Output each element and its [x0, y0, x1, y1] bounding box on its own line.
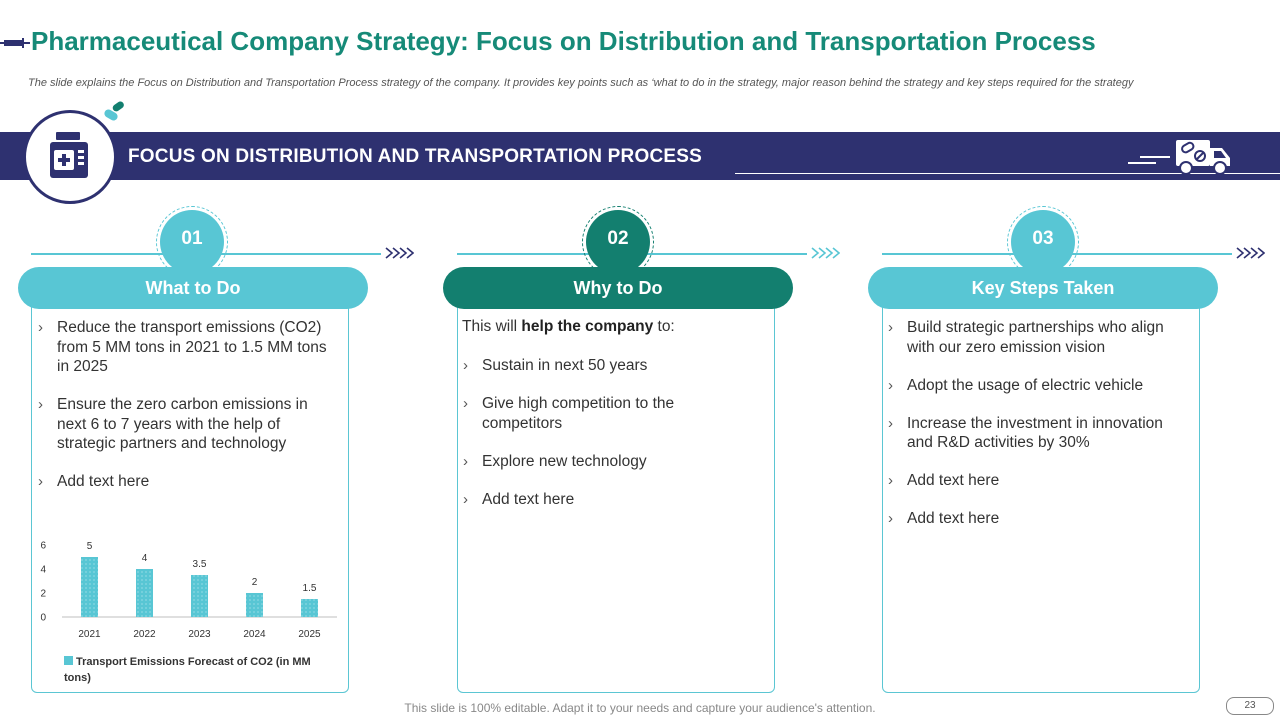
chart-legend: Transport Emissions Forecast of CO2 (in … [64, 654, 334, 686]
bar [301, 599, 318, 617]
intro-bold: help the company [521, 318, 654, 335]
section-header-band [0, 132, 1280, 180]
list-item: Adopt the usage of electric vehicle [888, 376, 1188, 396]
list-item: Sustain in next 50 years [463, 356, 753, 376]
list-item: Explore new technology [463, 452, 753, 472]
step-number: 02 [586, 210, 650, 274]
bar [81, 557, 98, 617]
list-item: Build strategic partnerships who align w… [888, 318, 1188, 357]
bar [136, 569, 153, 617]
data-label: 1.5 [303, 583, 317, 594]
x-tick-label: 2023 [188, 629, 211, 640]
medicine-bottle-icon [50, 132, 88, 178]
step-number-badge-01: 01 [156, 206, 228, 278]
column-heading-what: What to Do [18, 267, 368, 309]
legend-swatch [64, 656, 73, 665]
list-item: Reduce the transport emissions (CO2) fro… [38, 318, 338, 377]
legend-label: Transport Emissions Forecast of CO2 (in … [64, 656, 311, 684]
column-card-steps [882, 296, 1200, 693]
slide-title: Pharmaceutical Company Strategy: Focus o… [31, 26, 1096, 56]
x-tick-label: 2024 [243, 629, 266, 640]
pills-icon [104, 101, 124, 121]
data-label: 3.5 [193, 559, 207, 570]
page-number: 23 [1226, 697, 1274, 715]
section-header-title: FOCUS ON DISTRIBUTION AND TRANSPORTATION… [128, 146, 702, 167]
slide-subtitle: The slide explains the Focus on Distribu… [28, 77, 1134, 89]
list-item: Ensure the zero carbon emissions in next… [38, 395, 338, 454]
delivery-truck-icon [1176, 140, 1230, 175]
column-heading-why: Why to Do [443, 267, 793, 309]
y-tick-label: 2 [40, 589, 46, 600]
data-label: 5 [87, 541, 93, 552]
header-divider-line [735, 173, 1280, 174]
intro-post: to: [653, 318, 675, 335]
why-intro-text: This will help the company to: [462, 318, 675, 336]
bar [191, 575, 208, 617]
what-to-do-list: Reduce the transport emissions (CO2) fro… [38, 318, 338, 510]
chevrons-right-icon [1236, 247, 1265, 259]
key-steps-list: Build strategic partnerships who align w… [888, 318, 1188, 547]
y-tick-label: 6 [40, 541, 46, 552]
bar [246, 593, 263, 617]
footer-note: This slide is 100% editable. Adapt it to… [404, 701, 876, 715]
y-tick-label: 0 [40, 613, 46, 624]
x-tick-label: 2022 [133, 629, 156, 640]
list-item: Add text here [38, 472, 338, 492]
step-number-badge-03: 03 [1007, 206, 1079, 278]
list-item: Add text here [888, 509, 1188, 529]
list-item: Add text here [463, 490, 753, 510]
data-label: 4 [142, 553, 148, 564]
y-tick-label: 4 [40, 565, 46, 576]
step-number-badge-02: 02 [582, 206, 654, 278]
x-tick-label: 2025 [298, 629, 321, 640]
column-heading-steps: Key Steps Taken [868, 267, 1218, 309]
intro-pre: This will [462, 318, 522, 335]
step-number: 03 [1011, 210, 1075, 274]
emissions-bar-chart: 0 2 4 6 5 2021 4 2022 3.5 2023 2 2024 1.5 2025 [40, 541, 337, 640]
chevrons-right-icon [811, 247, 840, 259]
list-item: Add text here [888, 471, 1188, 491]
list-item: Increase the investment in innovation an… [888, 414, 1188, 453]
data-label: 2 [252, 577, 258, 588]
speed-lines-icon [1128, 156, 1170, 164]
syringe-icon [0, 38, 30, 48]
chevrons-right-icon [385, 247, 414, 259]
why-to-do-list: Sustain in next 50 years Give high compe… [463, 356, 753, 528]
step-number: 01 [160, 210, 224, 274]
list-item: Give high competition to the competitors [463, 394, 753, 433]
x-tick-label: 2021 [78, 629, 101, 640]
